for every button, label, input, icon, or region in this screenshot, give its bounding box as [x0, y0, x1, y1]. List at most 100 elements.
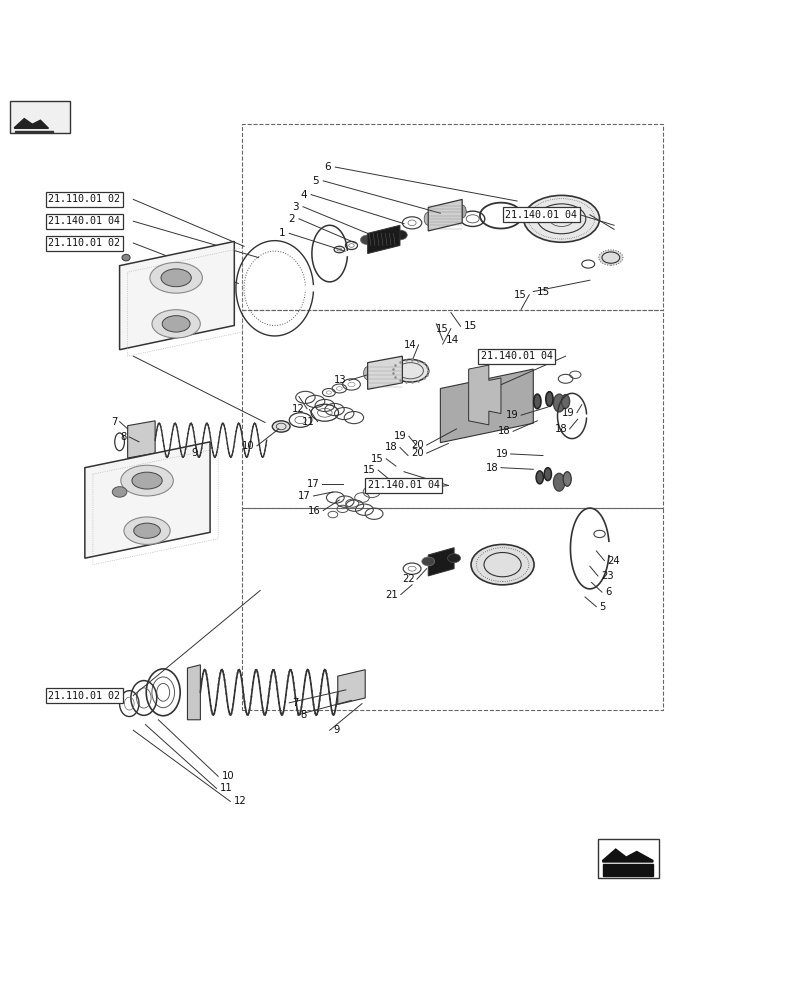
- Ellipse shape: [364, 367, 372, 380]
- Text: 21.110.01 02: 21.110.01 02: [48, 194, 120, 204]
- Text: 16: 16: [308, 506, 321, 516]
- Ellipse shape: [562, 395, 570, 408]
- Text: 21.110.01 02: 21.110.01 02: [48, 238, 120, 248]
- Text: 9: 9: [333, 725, 339, 735]
- Ellipse shape: [132, 472, 162, 489]
- Text: 22: 22: [402, 574, 415, 584]
- Text: 13: 13: [334, 375, 347, 385]
- Text: 21.140.01 04: 21.140.01 04: [48, 216, 120, 226]
- Ellipse shape: [471, 544, 534, 585]
- Text: 21.140.01 04: 21.140.01 04: [481, 351, 553, 361]
- Text: 15: 15: [363, 465, 376, 475]
- Ellipse shape: [534, 394, 541, 409]
- Polygon shape: [428, 199, 462, 231]
- Ellipse shape: [424, 212, 432, 225]
- Text: 6: 6: [325, 162, 331, 172]
- Ellipse shape: [563, 472, 571, 486]
- Text: 18: 18: [498, 426, 511, 436]
- Text: 18: 18: [385, 442, 398, 452]
- Text: 5: 5: [600, 602, 606, 612]
- Ellipse shape: [546, 392, 553, 406]
- Text: 3: 3: [292, 202, 299, 212]
- Polygon shape: [187, 665, 200, 720]
- Text: 15: 15: [514, 290, 527, 300]
- Text: 11: 11: [220, 783, 233, 793]
- Polygon shape: [368, 356, 402, 389]
- Ellipse shape: [448, 554, 461, 563]
- Ellipse shape: [122, 254, 130, 261]
- Ellipse shape: [537, 471, 544, 484]
- Ellipse shape: [553, 394, 565, 412]
- Bar: [598, 839, 659, 878]
- Polygon shape: [428, 548, 454, 576]
- Polygon shape: [338, 670, 365, 704]
- Polygon shape: [15, 119, 48, 128]
- Polygon shape: [603, 849, 653, 862]
- Text: 19: 19: [562, 408, 574, 418]
- Polygon shape: [469, 365, 501, 425]
- Polygon shape: [368, 225, 400, 254]
- Ellipse shape: [422, 557, 435, 566]
- Ellipse shape: [124, 517, 170, 544]
- Ellipse shape: [133, 523, 160, 538]
- Ellipse shape: [398, 363, 406, 376]
- Polygon shape: [15, 131, 53, 132]
- Text: 4: 4: [301, 190, 307, 200]
- Text: 17: 17: [298, 491, 311, 501]
- Ellipse shape: [272, 421, 290, 432]
- Text: 21: 21: [385, 590, 398, 600]
- Text: 11: 11: [302, 417, 315, 427]
- Ellipse shape: [161, 269, 191, 287]
- Text: 7: 7: [111, 417, 117, 427]
- Text: 15: 15: [537, 287, 549, 297]
- Ellipse shape: [162, 316, 190, 332]
- Ellipse shape: [524, 195, 600, 242]
- Text: 14: 14: [403, 340, 416, 350]
- Ellipse shape: [545, 468, 552, 481]
- Text: 9: 9: [191, 448, 198, 458]
- Text: 14: 14: [446, 335, 459, 345]
- Ellipse shape: [152, 310, 200, 338]
- Text: 18: 18: [486, 463, 499, 473]
- Text: 5: 5: [313, 176, 319, 186]
- Polygon shape: [128, 421, 155, 458]
- Polygon shape: [85, 442, 210, 558]
- Text: 6: 6: [605, 587, 612, 597]
- Text: 21.140.01 04: 21.140.01 04: [368, 480, 440, 490]
- Text: 21.140.01 04: 21.140.01 04: [505, 210, 577, 220]
- Text: 7: 7: [292, 698, 299, 708]
- Text: 23: 23: [601, 571, 614, 581]
- Text: 10: 10: [221, 771, 234, 781]
- Text: 17: 17: [306, 479, 319, 489]
- Text: 2: 2: [288, 214, 295, 224]
- Polygon shape: [120, 241, 234, 350]
- Ellipse shape: [393, 359, 428, 382]
- Text: 19: 19: [495, 449, 508, 459]
- Ellipse shape: [393, 230, 407, 240]
- Text: 19: 19: [506, 410, 519, 420]
- Text: 8: 8: [301, 710, 307, 720]
- Polygon shape: [603, 864, 653, 876]
- Ellipse shape: [360, 235, 375, 245]
- Text: 19: 19: [393, 431, 406, 441]
- Text: 24: 24: [608, 556, 621, 566]
- Text: 10: 10: [242, 441, 255, 451]
- Text: 12: 12: [292, 404, 305, 414]
- Text: 15: 15: [371, 454, 384, 464]
- Text: 20: 20: [411, 440, 424, 450]
- Ellipse shape: [150, 262, 202, 293]
- Ellipse shape: [599, 250, 623, 265]
- Ellipse shape: [553, 473, 565, 491]
- Text: 18: 18: [554, 424, 567, 434]
- Ellipse shape: [120, 465, 173, 496]
- Text: 15: 15: [436, 324, 448, 334]
- Text: 15: 15: [464, 321, 477, 331]
- Bar: [10, 101, 70, 133]
- Text: 20: 20: [411, 448, 424, 458]
- Text: 21.110.01 02: 21.110.01 02: [48, 691, 120, 701]
- Ellipse shape: [112, 487, 127, 497]
- Text: 1: 1: [279, 228, 285, 238]
- Text: 12: 12: [234, 796, 246, 806]
- Polygon shape: [440, 369, 533, 443]
- Ellipse shape: [458, 205, 466, 218]
